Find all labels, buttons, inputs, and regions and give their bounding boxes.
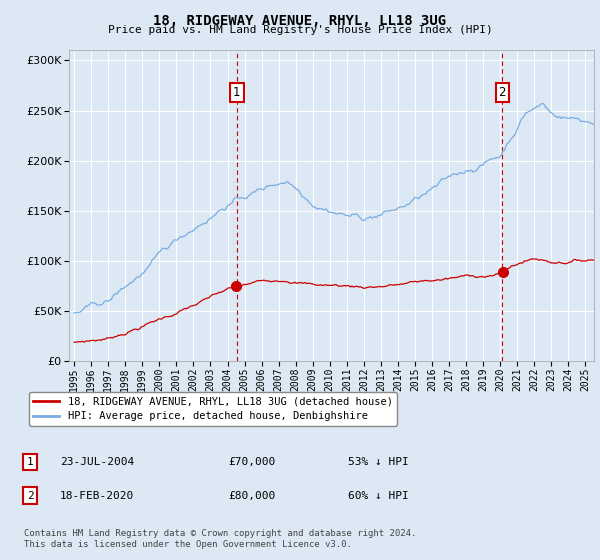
Text: 18, RIDGEWAY AVENUE, RHYL, LL18 3UG: 18, RIDGEWAY AVENUE, RHYL, LL18 3UG xyxy=(154,14,446,28)
Text: 23-JUL-2004: 23-JUL-2004 xyxy=(60,457,134,467)
Text: 60% ↓ HPI: 60% ↓ HPI xyxy=(348,491,409,501)
Text: 1: 1 xyxy=(26,457,34,467)
Text: Price paid vs. HM Land Registry's House Price Index (HPI): Price paid vs. HM Land Registry's House … xyxy=(107,25,493,35)
Text: 1: 1 xyxy=(233,86,241,99)
Text: 18-FEB-2020: 18-FEB-2020 xyxy=(60,491,134,501)
Text: 53% ↓ HPI: 53% ↓ HPI xyxy=(348,457,409,467)
Text: £80,000: £80,000 xyxy=(228,491,275,501)
Text: 2: 2 xyxy=(26,491,34,501)
Text: £70,000: £70,000 xyxy=(228,457,275,467)
Text: Contains HM Land Registry data © Crown copyright and database right 2024.
This d: Contains HM Land Registry data © Crown c… xyxy=(24,529,416,549)
Legend: 18, RIDGEWAY AVENUE, RHYL, LL18 3UG (detached house), HPI: Average price, detach: 18, RIDGEWAY AVENUE, RHYL, LL18 3UG (det… xyxy=(29,392,397,426)
Text: 2: 2 xyxy=(499,86,506,99)
